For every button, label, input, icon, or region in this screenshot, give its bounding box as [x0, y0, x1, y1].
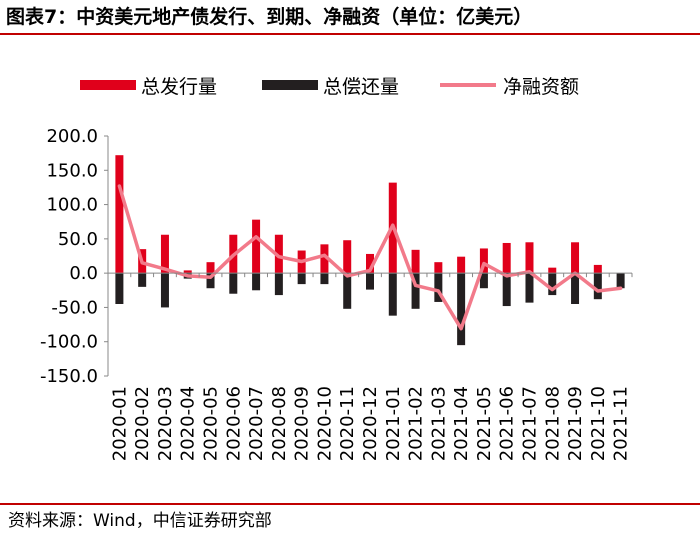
repayment-bar — [297, 273, 306, 285]
repayment-bar — [457, 273, 466, 346]
y-tick-label: 0.0 — [69, 263, 98, 284]
repayment-bar — [434, 273, 443, 302]
repayment-bar — [274, 273, 283, 296]
x-tick-label: 2020-02 — [132, 386, 153, 461]
repayment-bar — [479, 273, 488, 289]
repayment-bar — [138, 273, 147, 287]
x-tick-label: 2020-08 — [269, 386, 290, 461]
issuance-bar — [366, 253, 374, 274]
repayment-bar — [160, 273, 169, 308]
x-tick-label: 2021-02 — [406, 386, 427, 461]
y-axis: 200.0 150.0 100.0 50.0 0.0 -50.0 -100.0 -150.0 — [40, 126, 109, 387]
legend-swatch-2 — [262, 80, 318, 90]
x-axis: 2020-01 2020-02 2020-03 2020-04 2020-05 2020-… — [107, 272, 633, 461]
legend-swatch-1 — [80, 80, 136, 90]
x-tick-label: 2020-11 — [337, 386, 358, 461]
repayment-bar — [366, 273, 374, 290]
source-note: 资料来源：Wind，中信证券研究部 — [8, 511, 272, 531]
issuance-bar — [160, 234, 169, 274]
y-tick-label: 200.0 — [46, 126, 98, 147]
issuance-bar — [479, 248, 488, 274]
x-tick-label: 2021-06 — [497, 386, 518, 461]
title-divider — [0, 33, 700, 35]
x-tick-label: 2021-03 — [428, 386, 449, 461]
repayment-bar — [343, 273, 352, 309]
issuance-bar — [411, 249, 420, 274]
repayment-bar — [616, 273, 625, 289]
x-tick-label: 2020-05 — [201, 386, 222, 461]
chart-title: 图表7：中资美元地产债发行、到期、净融资（单位：亿美元） — [6, 6, 533, 28]
repayment-bar — [411, 273, 420, 309]
y-tick-label: -150.0 — [40, 366, 98, 387]
issuance-bar — [183, 270, 192, 274]
x-tick-label: 2020-12 — [360, 386, 381, 461]
x-tick-label: 2021-01 — [383, 386, 404, 461]
repayment-bar — [525, 273, 534, 303]
x-tick-label: 2021-08 — [542, 386, 563, 461]
repayment-bar — [388, 273, 397, 316]
issuance-bar — [525, 242, 534, 274]
x-tick-label: 2020-03 — [155, 386, 176, 461]
x-tick-label: 2020-09 — [292, 386, 313, 461]
x-tick-label: 2020-04 — [178, 386, 199, 461]
issuance-bar — [320, 244, 329, 274]
issuance-bar — [252, 219, 261, 274]
legend-label-2: 总偿还量 — [323, 76, 399, 98]
x-tick-label: 2021-04 — [451, 386, 472, 461]
repayment-bar — [571, 273, 580, 304]
repayment-bar — [502, 273, 511, 307]
chart: 总发行量 总偿还量 净融资额 200.0 150.0 100.0 50.0 0.0 -50.0… — [40, 76, 633, 461]
y-tick-label: 100.0 — [46, 195, 98, 216]
bars — [115, 155, 625, 346]
x-tick-label: 2020-10 — [314, 386, 335, 461]
legend-label-3: 净融资额 — [503, 76, 579, 98]
issuance-bar — [502, 242, 511, 274]
issuance-bar — [274, 234, 283, 274]
repayment-bar — [548, 273, 557, 296]
issuance-bar — [343, 240, 352, 274]
issuance-bar — [434, 262, 443, 274]
source-divider — [0, 503, 700, 505]
x-tick-label: 2020-01 — [109, 386, 130, 461]
legend: 总发行量 总偿还量 净融资额 — [80, 76, 579, 98]
x-tick-label: 2020-07 — [246, 386, 267, 461]
x-tick-label: 2021-10 — [588, 386, 609, 461]
issuance-bar — [548, 267, 557, 274]
issuance-bar — [206, 262, 215, 274]
repayment-bar — [320, 273, 329, 285]
x-tick-label: 2021-07 — [519, 386, 540, 461]
repayment-bar — [115, 273, 124, 304]
y-tick-label: 150.0 — [46, 160, 98, 181]
issuance-bar — [457, 256, 466, 274]
legend-label-1: 总发行量 — [141, 76, 217, 98]
issuance-bar — [115, 155, 124, 274]
y-tick-label: 50.0 — [58, 229, 98, 250]
repayment-bar — [229, 273, 238, 294]
issuance-bar — [571, 242, 580, 274]
x-tick-label: 2021-05 — [474, 386, 495, 461]
repayment-bar — [593, 273, 602, 300]
x-tick-label: 2021-09 — [565, 386, 586, 461]
issuance-bar — [593, 264, 602, 274]
x-tick-label: 2021-11 — [611, 386, 632, 461]
repayment-bar — [252, 273, 261, 291]
repayment-bar — [206, 273, 215, 289]
y-tick-label: -50.0 — [51, 297, 98, 318]
net-financing-line — [117, 184, 623, 331]
x-tick-label: 2020-06 — [223, 386, 244, 461]
y-tick-label: -100.0 — [40, 332, 98, 353]
